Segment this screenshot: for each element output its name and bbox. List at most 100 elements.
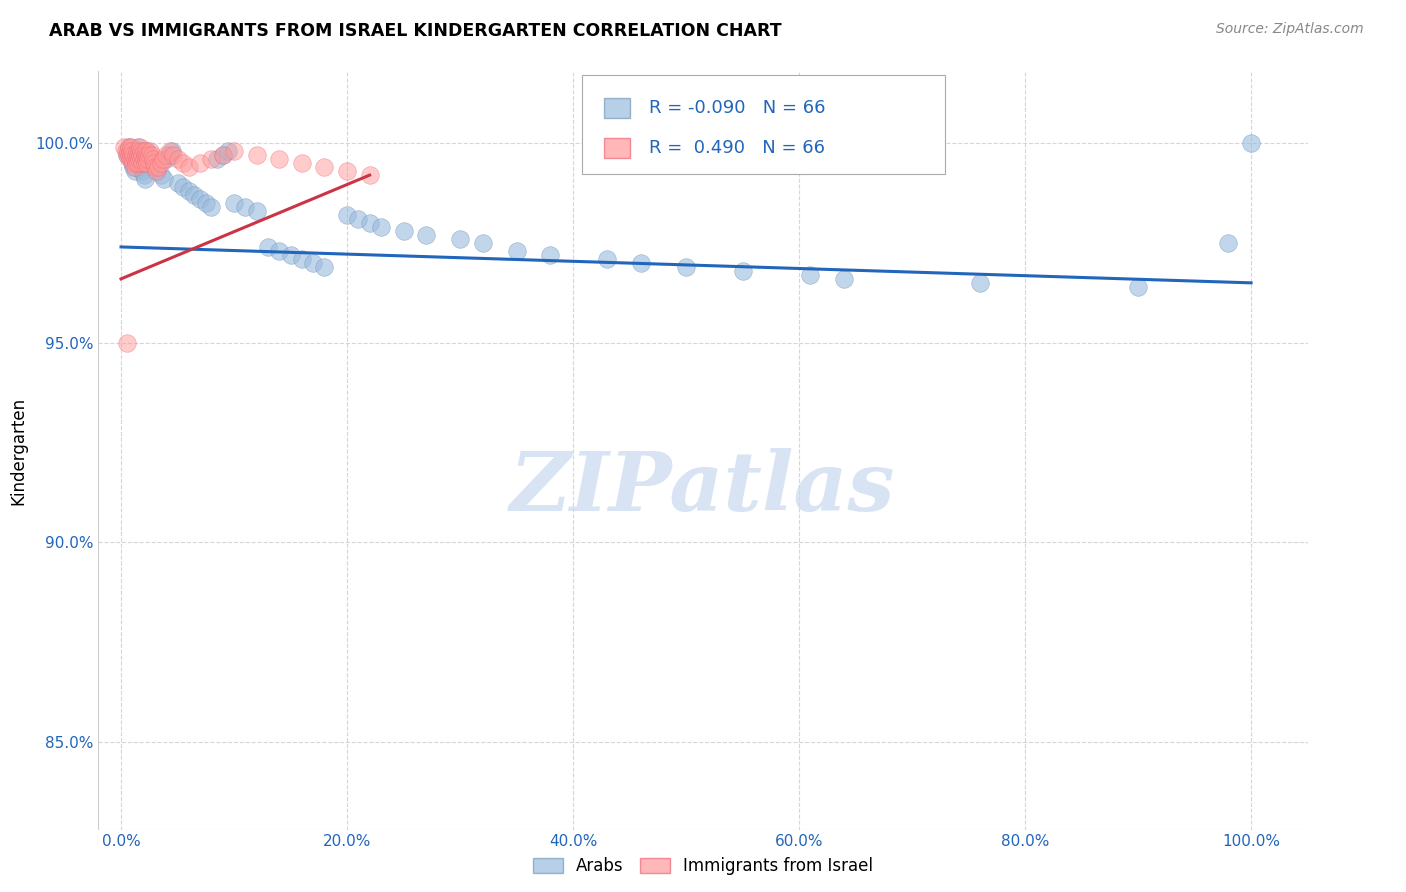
Point <box>222 144 245 158</box>
Point <box>155 148 177 162</box>
Point <box>121 156 143 170</box>
Point <box>233 200 256 214</box>
Point <box>124 152 146 166</box>
Point <box>115 148 138 162</box>
Point <box>136 152 159 166</box>
FancyBboxPatch shape <box>582 75 945 174</box>
Point <box>211 148 233 162</box>
Point <box>731 264 754 278</box>
Point <box>415 227 437 242</box>
Point <box>120 148 142 162</box>
Point <box>125 144 148 158</box>
Point <box>177 160 200 174</box>
Y-axis label: Kindergarten: Kindergarten <box>10 396 27 505</box>
Point <box>118 140 141 154</box>
Point <box>291 156 314 170</box>
Point <box>200 200 222 214</box>
Point <box>205 152 228 166</box>
Point <box>128 152 150 166</box>
Point <box>131 144 153 158</box>
Point <box>132 168 155 182</box>
Point <box>302 256 325 270</box>
Point <box>124 164 146 178</box>
Point <box>129 148 152 162</box>
Point <box>153 172 176 186</box>
Point <box>969 276 991 290</box>
Point <box>142 152 165 166</box>
Point <box>127 148 149 162</box>
Point <box>141 156 163 170</box>
Point <box>120 144 142 158</box>
Point <box>131 152 153 166</box>
Point <box>136 144 159 158</box>
Point <box>159 148 181 162</box>
Point <box>162 148 184 162</box>
Point <box>280 248 302 262</box>
Point <box>152 152 174 166</box>
Point <box>115 148 138 162</box>
Legend: Arabs, Immigrants from Israel: Arabs, Immigrants from Israel <box>526 851 880 882</box>
Point <box>127 140 149 154</box>
Point <box>336 164 359 178</box>
Point <box>129 156 152 170</box>
Point <box>1126 280 1149 294</box>
Point <box>125 152 148 166</box>
Point <box>132 144 155 158</box>
Point <box>112 140 135 154</box>
Point <box>120 140 142 154</box>
Point <box>172 156 194 170</box>
Point <box>136 148 159 162</box>
Point <box>269 152 291 166</box>
Point <box>118 140 141 154</box>
Point <box>291 252 314 266</box>
Point <box>129 140 152 154</box>
Bar <box>603 137 630 158</box>
Point <box>134 156 156 170</box>
Point <box>128 144 150 158</box>
Point <box>118 148 141 162</box>
Point <box>120 152 142 166</box>
Point <box>122 148 145 162</box>
Point <box>149 168 172 182</box>
Point <box>246 148 269 162</box>
Point <box>121 144 143 158</box>
Point <box>131 164 153 178</box>
Point <box>359 168 381 182</box>
Point <box>314 260 336 274</box>
Point <box>505 244 527 258</box>
Point <box>125 144 148 158</box>
Point <box>269 244 291 258</box>
Point <box>117 144 139 158</box>
Point <box>127 156 149 170</box>
Point <box>194 196 217 211</box>
Point <box>143 160 166 174</box>
Point <box>122 156 145 170</box>
Point <box>138 152 160 166</box>
Point <box>246 204 269 219</box>
Point <box>630 256 652 270</box>
Point <box>1218 235 1240 250</box>
Point <box>200 152 222 166</box>
Point <box>596 252 619 266</box>
Point <box>211 148 233 162</box>
Point <box>155 152 177 166</box>
Point <box>120 144 142 158</box>
Point <box>832 272 855 286</box>
Point <box>145 164 167 178</box>
Point <box>114 144 136 158</box>
Point <box>148 160 170 174</box>
Point <box>124 160 146 174</box>
Point <box>139 144 162 158</box>
Point <box>172 180 194 194</box>
Point <box>132 152 155 166</box>
Point <box>135 152 157 166</box>
Point <box>146 164 169 178</box>
Point <box>136 156 159 170</box>
Point <box>257 240 280 254</box>
Point <box>449 232 471 246</box>
Point <box>347 212 370 227</box>
Point <box>131 156 153 170</box>
Text: ARAB VS IMMIGRANTS FROM ISRAEL KINDERGARTEN CORRELATION CHART: ARAB VS IMMIGRANTS FROM ISRAEL KINDERGAR… <box>49 22 782 40</box>
Text: Source: ZipAtlas.com: Source: ZipAtlas.com <box>1216 22 1364 37</box>
Point <box>131 160 153 174</box>
